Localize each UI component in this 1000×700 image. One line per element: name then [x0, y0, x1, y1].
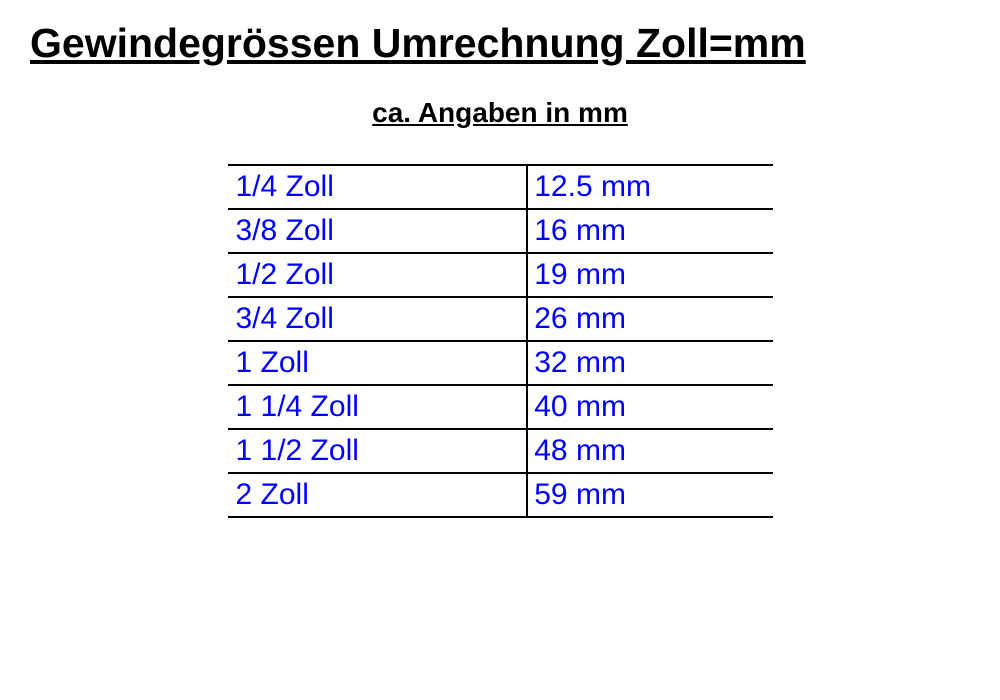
table-container: 1/4 Zoll 12.5 mm 3/8 Zoll 16 mm 1/2 Zoll… — [30, 164, 970, 518]
table-row: 1 1/2 Zoll 48 mm — [228, 429, 773, 473]
cell-zoll: 1 1/2 Zoll — [228, 429, 528, 473]
table-row: 3/8 Zoll 16 mm — [228, 209, 773, 253]
cell-mm: 26 mm — [527, 297, 772, 341]
cell-mm: 32 mm — [527, 341, 772, 385]
table-row: 1 Zoll 32 mm — [228, 341, 773, 385]
cell-mm: 12.5 mm — [527, 165, 772, 209]
page-subtitle: ca. Angaben in mm — [30, 97, 970, 129]
cell-mm: 19 mm — [527, 253, 772, 297]
cell-zoll: 3/4 Zoll — [228, 297, 528, 341]
conversion-table: 1/4 Zoll 12.5 mm 3/8 Zoll 16 mm 1/2 Zoll… — [228, 164, 773, 518]
cell-zoll: 1/2 Zoll — [228, 253, 528, 297]
table-row: 1 1/4 Zoll 40 mm — [228, 385, 773, 429]
table-row: 2 Zoll 59 mm — [228, 473, 773, 517]
table-row: 1/4 Zoll 12.5 mm — [228, 165, 773, 209]
table-row: 1/2 Zoll 19 mm — [228, 253, 773, 297]
cell-mm: 16 mm — [527, 209, 772, 253]
cell-zoll: 1 Zoll — [228, 341, 528, 385]
page-title: Gewindegrössen Umrechnung Zoll=mm — [30, 20, 970, 67]
cell-zoll: 2 Zoll — [228, 473, 528, 517]
cell-mm: 59 mm — [527, 473, 772, 517]
cell-mm: 48 mm — [527, 429, 772, 473]
cell-zoll: 1/4 Zoll — [228, 165, 528, 209]
cell-mm: 40 mm — [527, 385, 772, 429]
cell-zoll: 3/8 Zoll — [228, 209, 528, 253]
cell-zoll: 1 1/4 Zoll — [228, 385, 528, 429]
table-row: 3/4 Zoll 26 mm — [228, 297, 773, 341]
